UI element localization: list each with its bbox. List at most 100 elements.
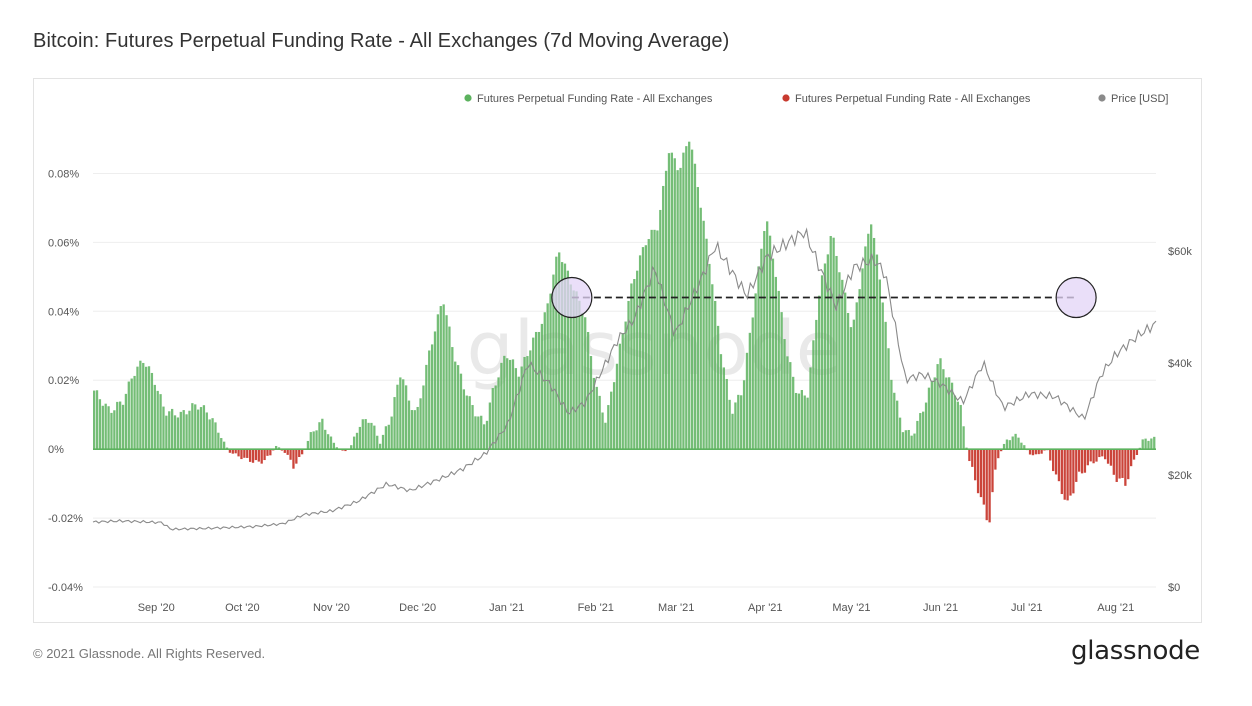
funding-bar-positive	[650, 229, 653, 450]
funding-bar-positive	[540, 323, 544, 450]
y-left-tick: -0.04%	[48, 582, 83, 594]
funding-bar-positive	[916, 420, 919, 450]
funding-bar-negative	[1118, 449, 1121, 479]
funding-bar-positive	[433, 331, 437, 450]
funding-bar-positive	[324, 429, 327, 450]
x-tick: Jun '21	[923, 602, 958, 614]
legend-marker	[1098, 94, 1106, 102]
funding-bar-positive	[702, 220, 705, 450]
funding-bar-positive	[523, 356, 526, 450]
funding-bar-positive	[387, 424, 390, 450]
funding-bar-positive	[898, 417, 902, 450]
x-tick: Mar '21	[658, 602, 694, 614]
legend-label[interactable]: Futures Perpetual Funding Rate - All Exc…	[795, 93, 1031, 105]
funding-bar-negative	[974, 449, 977, 481]
funding-bar-positive	[699, 207, 702, 450]
funding-bar-positive	[508, 359, 512, 450]
funding-bar-positive	[662, 185, 665, 450]
funding-bar-positive	[893, 392, 896, 450]
funding-bar-negative	[1124, 449, 1127, 486]
funding-bar-positive	[907, 429, 910, 450]
funding-bar-negative	[283, 449, 286, 453]
annotation-circle	[1055, 276, 1097, 319]
funding-bar-positive	[199, 407, 203, 450]
funding-bar-negative	[237, 449, 240, 457]
funding-bar-positive	[393, 397, 396, 450]
funding-bar-negative	[1000, 449, 1003, 452]
funding-bar-positive	[1011, 436, 1014, 450]
funding-bar-positive	[312, 431, 315, 450]
funding-bar-positive	[610, 391, 613, 450]
funding-bar-positive	[376, 435, 379, 450]
funding-bar-negative	[1072, 449, 1075, 494]
funding-bar-negative	[295, 449, 298, 464]
funding-bar-positive	[589, 356, 593, 450]
funding-bar-positive	[468, 396, 471, 450]
funding-bar-positive	[936, 364, 939, 450]
funding-bar-positive	[604, 422, 607, 450]
funding-bar-negative	[246, 449, 249, 458]
funding-bar-positive	[878, 279, 881, 450]
funding-bar-positive	[855, 302, 858, 450]
funding-bar-positive	[459, 373, 463, 450]
funding-bar-positive	[402, 379, 405, 450]
funding-bar-positive	[595, 386, 598, 450]
funding-bar-positive	[774, 276, 777, 450]
funding-bar-positive	[716, 325, 720, 450]
funding-bar-positive	[217, 432, 220, 450]
funding-bar-positive	[679, 167, 682, 450]
funding-bar-positive	[107, 406, 110, 450]
funding-bar-positive	[506, 358, 509, 450]
funding-bar-positive	[306, 440, 310, 450]
funding-bar-negative	[1098, 449, 1101, 458]
funding-bar-positive	[1020, 442, 1023, 450]
funding-bar-positive	[202, 405, 206, 450]
funding-bar-positive	[404, 385, 408, 450]
funding-bar-positive	[956, 401, 959, 450]
funding-bar-positive	[511, 359, 515, 450]
funding-bar-positive	[933, 377, 936, 450]
funding-bar-negative	[286, 449, 289, 455]
funding-bar-positive	[182, 410, 185, 450]
funding-bar-positive	[1144, 438, 1147, 450]
funding-bar-positive	[546, 303, 549, 450]
funding-bar-positive	[147, 366, 151, 450]
funding-bar-positive	[659, 209, 662, 450]
funding-bar-positive	[425, 364, 428, 450]
funding-bar-positive	[413, 410, 416, 450]
funding-bar-positive	[924, 402, 928, 450]
funding-bar-positive	[881, 302, 884, 450]
funding-bar-positive	[636, 270, 639, 450]
funding-bar-positive	[838, 272, 841, 450]
funding-bar-positive	[162, 406, 165, 450]
funding-bar-negative	[1034, 449, 1037, 455]
funding-bar-negative	[976, 449, 980, 494]
funding-bar-positive	[627, 300, 630, 450]
funding-bar-positive	[514, 368, 518, 450]
funding-bar-positive	[130, 378, 133, 450]
funding-bar-positive	[757, 266, 760, 450]
funding-bar-positive	[474, 416, 477, 450]
x-tick: Jul '21	[1011, 602, 1042, 614]
price-line	[92, 227, 1157, 531]
legend-label[interactable]: Price [USD]	[1111, 93, 1168, 105]
funding-bar-positive	[624, 321, 627, 450]
funding-bar-negative	[1112, 449, 1115, 475]
funding-bar-positive	[214, 422, 217, 450]
funding-bar-positive	[644, 245, 648, 450]
funding-bar-positive	[852, 319, 855, 450]
funding-bar-negative	[1052, 449, 1055, 472]
funding-bar-positive	[861, 268, 864, 450]
legend-label[interactable]: Futures Perpetual Funding Rate - All Exc…	[477, 93, 713, 105]
funding-bar-negative	[985, 449, 988, 521]
funding-bar-positive	[656, 230, 659, 450]
x-tick: Jan '21	[489, 602, 524, 614]
funding-bar-positive	[321, 418, 324, 450]
funding-bar-positive	[575, 291, 578, 450]
funding-bar-positive	[116, 401, 119, 450]
funding-bar-positive	[361, 419, 364, 450]
funding-bar-positive	[465, 395, 468, 450]
funding-bar-positive	[607, 405, 610, 450]
funding-bar-positive	[315, 430, 318, 450]
grid-layer	[93, 172, 1156, 588]
